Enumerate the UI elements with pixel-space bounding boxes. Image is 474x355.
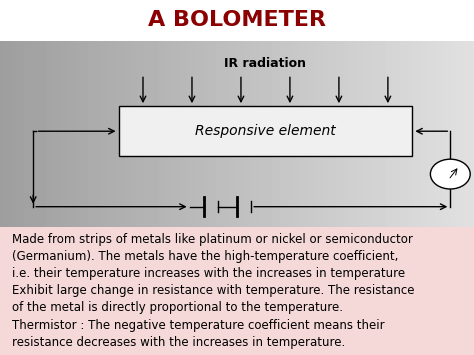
Circle shape bbox=[430, 159, 470, 189]
Bar bbox=[0, 0, 474, 41]
Text: (Germanium). The metals have the high-temperature coefficient,: (Germanium). The metals have the high-te… bbox=[12, 250, 398, 263]
Text: i.e. their temperature increases with the increases in temperature: i.e. their temperature increases with th… bbox=[12, 267, 405, 280]
Text: of the metal is directly proportional to the temperature.: of the metal is directly proportional to… bbox=[12, 301, 343, 315]
Text: IR radiation: IR radiation bbox=[225, 57, 306, 70]
Text: Exhibit large change in resistance with temperature. The resistance: Exhibit large change in resistance with … bbox=[12, 284, 414, 297]
Bar bbox=[118, 106, 412, 156]
Text: Made from strips of metals like platinum or nickel or semiconductor: Made from strips of metals like platinum… bbox=[12, 233, 413, 246]
Bar bbox=[0, 227, 474, 355]
Text: A BOLOMETER: A BOLOMETER bbox=[148, 10, 326, 31]
Text: Responsive element: Responsive element bbox=[195, 124, 336, 138]
Text: Thermistor : The negative temperature coefficient means their: Thermistor : The negative temperature co… bbox=[12, 319, 384, 332]
Text: resistance decreases with the increases in temperature.: resistance decreases with the increases … bbox=[12, 336, 345, 349]
